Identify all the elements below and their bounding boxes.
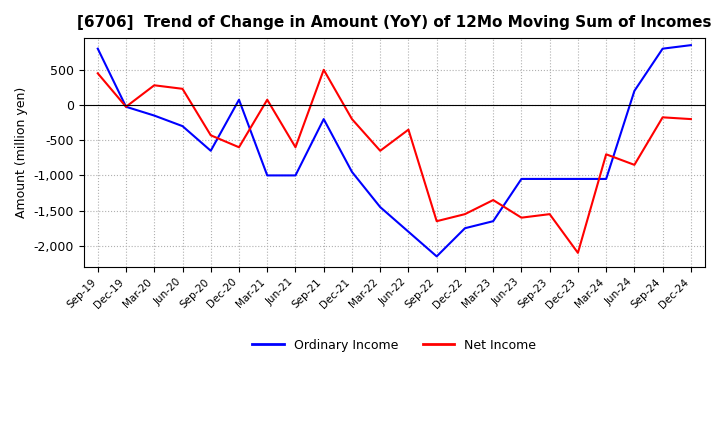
Net Income — [235, 145, 243, 150]
Net Income — [461, 212, 469, 217]
Legend: Ordinary Income, Net Income: Ordinary Income, Net Income — [248, 334, 541, 357]
Net Income — [291, 145, 300, 150]
Net Income — [150, 83, 158, 88]
Ordinary Income — [630, 88, 639, 94]
Ordinary Income — [602, 176, 611, 182]
Net Income — [489, 198, 498, 203]
Ordinary Income — [517, 176, 526, 182]
Net Income — [376, 148, 384, 154]
Net Income — [687, 117, 696, 122]
Ordinary Income — [235, 97, 243, 103]
Ordinary Income — [122, 104, 130, 110]
Line: Net Income: Net Income — [98, 70, 691, 253]
Ordinary Income — [461, 226, 469, 231]
Ordinary Income — [658, 46, 667, 51]
Ordinary Income — [574, 176, 582, 182]
Net Income — [263, 97, 271, 103]
Net Income — [348, 117, 356, 122]
Ordinary Income — [348, 169, 356, 175]
Net Income — [178, 86, 186, 92]
Ordinary Income — [207, 148, 215, 154]
Net Income — [658, 115, 667, 120]
Net Income — [122, 104, 130, 110]
Net Income — [404, 127, 413, 132]
Net Income — [602, 152, 611, 157]
Net Income — [574, 250, 582, 256]
Ordinary Income — [433, 254, 441, 259]
Line: Ordinary Income: Ordinary Income — [98, 45, 691, 257]
Ordinary Income — [94, 46, 102, 51]
Y-axis label: Amount (million yen): Amount (million yen) — [15, 87, 28, 218]
Ordinary Income — [178, 124, 186, 129]
Net Income — [630, 162, 639, 168]
Net Income — [320, 67, 328, 73]
Net Income — [545, 212, 554, 217]
Ordinary Income — [150, 113, 158, 118]
Ordinary Income — [291, 173, 300, 178]
Ordinary Income — [404, 229, 413, 235]
Ordinary Income — [263, 173, 271, 178]
Title: [6706]  Trend of Change in Amount (YoY) of 12Mo Moving Sum of Incomes: [6706] Trend of Change in Amount (YoY) o… — [77, 15, 711, 30]
Net Income — [517, 215, 526, 220]
Net Income — [433, 219, 441, 224]
Net Income — [207, 132, 215, 138]
Ordinary Income — [489, 219, 498, 224]
Ordinary Income — [320, 117, 328, 122]
Net Income — [94, 71, 102, 76]
Ordinary Income — [545, 176, 554, 182]
Ordinary Income — [376, 205, 384, 210]
Ordinary Income — [687, 43, 696, 48]
